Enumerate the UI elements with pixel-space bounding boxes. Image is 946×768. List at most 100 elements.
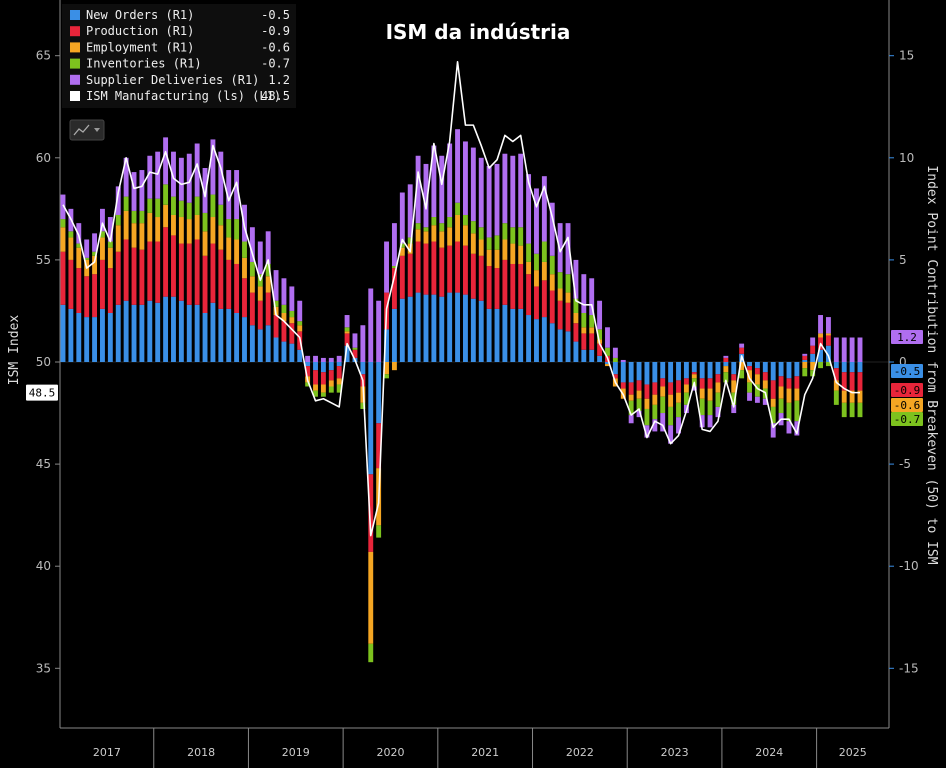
bar-new-orders [676, 362, 681, 381]
bar-new-orders [76, 312, 82, 362]
bar-new-orders [360, 362, 366, 375]
bar-employment [107, 247, 113, 269]
bar-new-orders [510, 308, 516, 362]
bar-supplier-deliveries [297, 300, 303, 322]
bar-new-orders [668, 362, 674, 383]
bar-inventories [384, 374, 389, 379]
bar-new-orders [786, 362, 792, 379]
bar-supplier-deliveries [747, 392, 752, 401]
bar-supplier-deliveries [399, 192, 405, 244]
bar-new-orders [210, 302, 216, 362]
bar-production [470, 253, 476, 299]
bar-new-orders [573, 341, 579, 362]
bar-inventories [557, 272, 563, 289]
bar-inventories [526, 243, 532, 262]
bar-new-orders [620, 362, 626, 383]
bar-production [439, 247, 445, 297]
bar-new-orders [526, 315, 532, 362]
right-tick-label: 5 [899, 253, 907, 267]
left-tick-label: 55 [36, 253, 51, 267]
bar-supplier-deliveries [171, 151, 176, 197]
bar-inventories [155, 198, 161, 218]
bar-supplier-deliveries [360, 325, 366, 362]
bar-supplier-deliveries [802, 353, 808, 356]
bar-production [147, 241, 153, 301]
bar-inventories [849, 402, 855, 418]
bar-inventories [391, 266, 397, 269]
bar-new-orders [707, 362, 713, 379]
bar-employment [186, 219, 192, 244]
bar-supplier-deliveries [620, 359, 626, 362]
bar-supplier-deliveries [439, 155, 445, 224]
right-axis: -15 -10 -5 0 5 10 15 [888, 0, 919, 728]
bar-new-orders [68, 308, 74, 362]
bar-production [810, 345, 816, 354]
bar-production [218, 249, 224, 309]
chart-type-button[interactable] [69, 119, 105, 141]
x-tick-label: 2017 [93, 746, 121, 759]
bar-employment [518, 245, 524, 264]
bar-supplier-deliveries [470, 147, 476, 222]
bar-new-orders [455, 292, 460, 362]
bar-supplier-deliveries [707, 415, 713, 428]
bar-supplier-deliveries [352, 333, 358, 348]
bar-inventories [100, 231, 105, 238]
right-tick-label: -5 [899, 457, 911, 471]
bar-supplier-deliveries [186, 153, 192, 203]
bar-supplier-deliveries [810, 337, 816, 346]
bar-employment [762, 380, 768, 389]
bar-production [731, 374, 737, 381]
bar-supplier-deliveries [541, 176, 547, 242]
x-tick-label: 2025 [839, 746, 867, 759]
bar-supplier-deliveries [431, 145, 437, 218]
bar-inventories [754, 384, 760, 397]
bar-new-orders [155, 302, 161, 362]
bar-new-orders [415, 292, 421, 362]
bar-production [447, 245, 453, 293]
bar-new-orders [226, 308, 232, 362]
legend-value: -0.9 [261, 24, 290, 38]
bar-supplier-deliveries [76, 223, 82, 244]
left-tick-label: 35 [36, 661, 51, 675]
bar-new-orders [794, 362, 800, 377]
bar-production [68, 259, 74, 309]
bar-new-orders [84, 317, 90, 362]
bar-new-orders [494, 308, 500, 362]
bar-inventories [534, 253, 539, 271]
bar-supplier-deliveries [644, 425, 650, 438]
bar-new-orders [171, 296, 176, 362]
bar-employment [605, 364, 610, 367]
bar-inventories [123, 196, 129, 211]
right-tick-label: 0 [899, 355, 907, 369]
bar-new-orders [344, 345, 350, 362]
bar-new-orders [770, 362, 776, 381]
bar-employment [589, 327, 595, 334]
right-tick-label: -15 [899, 661, 919, 675]
bar-inventories [455, 202, 460, 215]
bar-employment [534, 270, 539, 287]
bar-employment [636, 390, 642, 399]
bar-new-orders [131, 304, 137, 362]
bar-new-orders [825, 345, 831, 362]
bar-supplier-deliveries [384, 241, 389, 293]
bar-production [100, 259, 105, 309]
bar-supplier-deliveries [825, 317, 831, 334]
bar-employment [463, 225, 468, 246]
bar-production [242, 278, 247, 318]
bar-supplier-deliveries [478, 157, 484, 228]
chart-type-button-bg[interactable] [69, 119, 105, 141]
bar-supplier-deliveries [786, 421, 792, 434]
bar-supplier-deliveries [676, 417, 681, 434]
bar-new-orders [723, 362, 729, 367]
bar-employment [652, 394, 658, 405]
bar-supplier-deliveries [699, 415, 705, 428]
legend-value: 48.5 [261, 89, 290, 103]
bar-supplier-deliveries [202, 168, 208, 213]
legend-swatch [70, 10, 80, 20]
bar-inventories [202, 212, 208, 232]
bar-employment [455, 214, 460, 242]
series-last-tag [891, 330, 923, 344]
bar-employment [320, 384, 326, 393]
bar-production [265, 292, 271, 326]
legend-swatch [70, 91, 80, 101]
